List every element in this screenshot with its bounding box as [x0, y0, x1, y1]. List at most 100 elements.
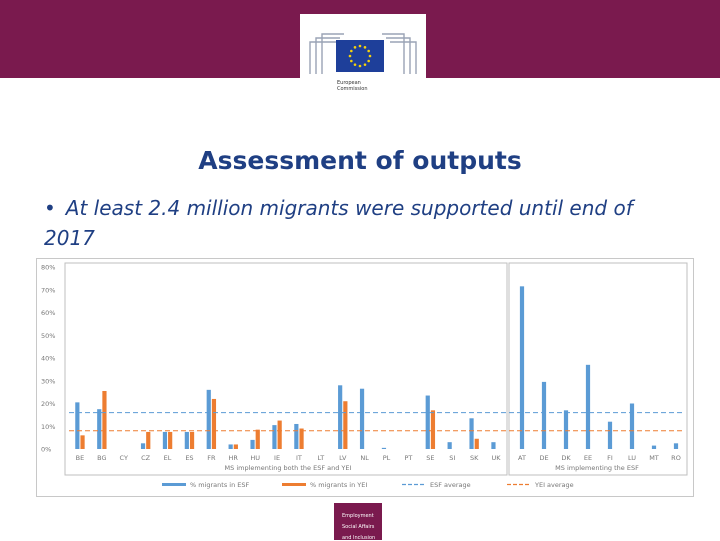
bullet-icon: •	[44, 196, 56, 220]
bar-esf-si	[447, 442, 452, 449]
y-tick-label: 20%	[41, 400, 55, 408]
x-tick-label: DK	[561, 454, 571, 462]
bar-esf-ro	[673, 443, 679, 449]
footer-line-3: and Inclusion	[342, 535, 376, 541]
bar-yei-el	[168, 431, 173, 449]
bar-esf-lv	[338, 385, 343, 449]
bar-esf-hr	[228, 444, 233, 449]
bar-yei-es	[189, 431, 195, 449]
x-tick-label: BG	[97, 454, 106, 462]
bar-esf-dk	[563, 410, 569, 449]
flag-star-icon	[348, 54, 352, 58]
y-tick-label: 30%	[41, 377, 55, 385]
bar-esf-cz	[140, 443, 146, 449]
panel-frame-right	[508, 262, 688, 476]
bar-esf-pl	[381, 447, 387, 449]
x-tick-label: LU	[628, 454, 636, 462]
x-tick-label: FR	[207, 454, 216, 462]
bar-esf-uk	[491, 442, 496, 449]
x-tick-label: NL	[360, 454, 369, 462]
bar-esf-de	[541, 381, 547, 449]
x-tick-label: CY	[120, 454, 128, 462]
european-commission-logo	[300, 14, 426, 104]
bar-esf-ee	[585, 364, 591, 449]
migrants-bar-chart: 0% 10% 20% 30% 40% 50% 60% 70% 80% BE BG CY CZ EL ES FR…	[41, 262, 688, 489]
flag-star-icon	[367, 59, 370, 63]
legend-label: % migrants in YEI	[310, 481, 367, 489]
y-tick-label: 40%	[41, 355, 55, 363]
x-tick-label: HR	[229, 454, 239, 462]
footer-line-1: Employment	[342, 513, 374, 519]
y-tick-label: 50%	[41, 332, 55, 340]
y-tick-label: 0%	[41, 446, 51, 454]
x-tick-label: SI	[449, 454, 455, 462]
x-tick-label: LV	[339, 454, 347, 462]
organization-name: European Commission	[337, 80, 368, 92]
bar-yei-cz	[146, 431, 151, 449]
y-tick-label: 70%	[41, 286, 55, 294]
y-tick-label: 60%	[41, 309, 55, 317]
group-label-esf: MS implementing the ESF	[555, 464, 639, 472]
bar-esf-mt	[651, 445, 657, 449]
bar-yei-bg	[102, 390, 107, 449]
x-tick-label: PL	[383, 454, 391, 462]
bar-esf-lu	[629, 403, 635, 449]
flag-star-icon	[353, 46, 357, 49]
legend-label: % migrants in ESF	[190, 481, 250, 489]
x-tick-label: LT	[317, 454, 324, 462]
legend-label: YEI average	[534, 481, 574, 489]
bar-esf-ie	[272, 425, 277, 449]
y-tick-label: 80%	[41, 264, 55, 272]
bar-esf-nl	[359, 388, 365, 449]
panel-frame-left	[64, 262, 508, 476]
flag-star-icon	[358, 44, 362, 48]
bar-esf-hu	[250, 439, 255, 449]
bar-yei-ie	[277, 420, 282, 449]
x-tick-label: RO	[671, 454, 681, 462]
x-tick-label: UK	[492, 454, 502, 462]
x-tick-label: AT	[518, 454, 526, 462]
slide-title: Assessment of outputs	[198, 146, 522, 175]
bar-yei-se	[430, 410, 436, 449]
bar-yei-hr	[233, 444, 238, 449]
bar-esf-fr	[206, 389, 211, 449]
bar-yei-be	[80, 435, 85, 449]
bar-esf-be	[75, 402, 80, 449]
bar-esf-es	[184, 431, 189, 449]
x-tick-label: ES	[185, 454, 193, 462]
x-tick-label: PT	[405, 454, 413, 462]
x-tick-label: SK	[470, 454, 479, 462]
flag-star-icon	[368, 54, 372, 58]
bar-esf-el	[162, 431, 168, 449]
x-tick-label: EE	[584, 454, 592, 462]
bar-esf-bg	[97, 409, 102, 449]
bar-esf-fi	[607, 421, 613, 449]
x-tick-label: SE	[426, 454, 434, 462]
y-tick-label: 10%	[41, 423, 55, 431]
org-line-2: Commission	[337, 86, 368, 92]
x-tick-label: MT	[649, 454, 659, 462]
flag-star-icon	[358, 64, 362, 68]
bar-yei-hu	[255, 429, 260, 449]
dg-employment-logo: Employment Social Affairs and Inclusion	[334, 503, 382, 541]
bar-esf-sk	[469, 418, 474, 449]
chart-container: 0% 10% 20% 30% 40% 50% 60% 70% 80% BE BG CY CZ EL ES FR…	[36, 258, 694, 497]
bar-yei-fr	[211, 398, 217, 449]
legend-label: ESF average	[430, 481, 471, 489]
bullet-item: • At least 2.4 million migrants were supp…	[44, 193, 684, 253]
x-tick-label: IE	[274, 454, 280, 462]
flag-star-icon	[353, 63, 357, 66]
x-tick-label: CZ	[141, 454, 151, 462]
footer-line-2: Social Affairs	[342, 524, 375, 530]
x-tick-label: HU	[250, 454, 260, 462]
bar-yei-sk	[474, 438, 479, 449]
x-tick-label: FI	[607, 454, 613, 462]
x-tick-label: EL	[164, 454, 172, 462]
x-tick-label: BE	[76, 454, 85, 462]
bar-yei-lv	[343, 401, 348, 449]
bar-esf-se	[425, 395, 430, 449]
flag-star-icon	[363, 63, 367, 66]
x-tick-label: DE	[539, 454, 548, 462]
flag-star-icon	[363, 46, 367, 49]
flag-star-icon	[367, 49, 370, 53]
